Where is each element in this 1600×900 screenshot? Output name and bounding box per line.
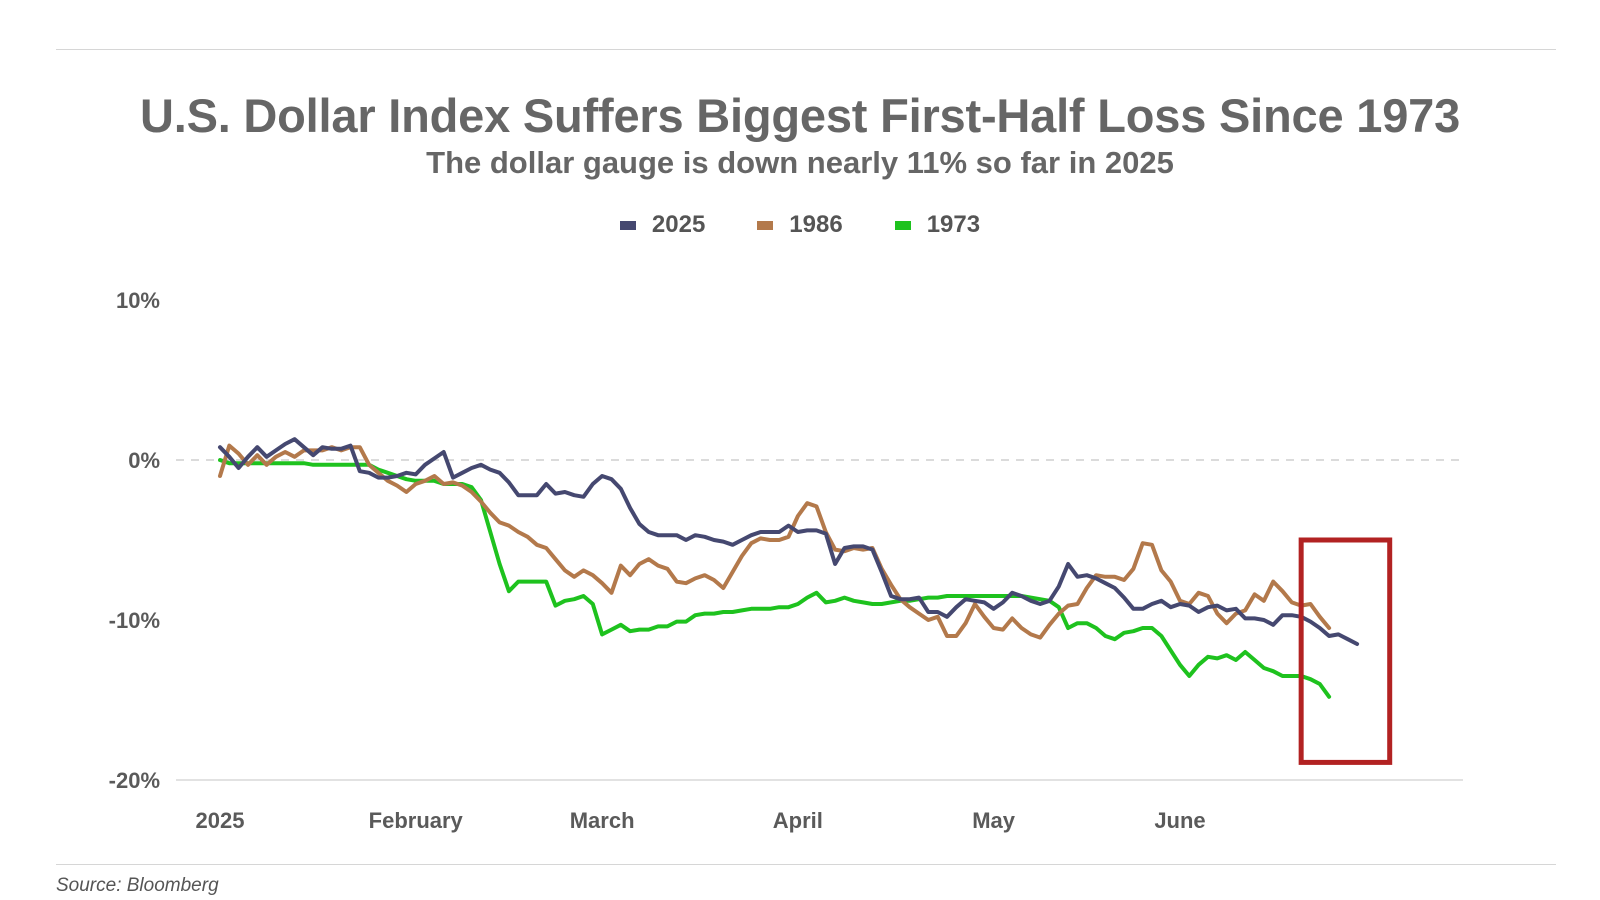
y-tick-label: 0% [128, 448, 160, 473]
legend-swatch-1973 [894, 220, 911, 230]
series-line-2025 [218, 437, 1360, 646]
source-note: Source: Bloomberg [56, 875, 219, 896]
x-tick-label: 2025 [196, 808, 245, 833]
series-line-1986 [218, 443, 1332, 640]
y-tick-label: -10% [109, 608, 160, 633]
legend-swatch-2025 [619, 220, 636, 230]
x-tick-label: June [1154, 808, 1205, 833]
x-tick-label: May [972, 808, 1016, 833]
top-divider [56, 49, 1556, 50]
y-axis-ticks: 10% 0% -10% -20% [109, 288, 160, 793]
series-line-1973 [218, 458, 1332, 699]
legend-label-1986: 1986 [789, 211, 843, 238]
x-tick-label: March [570, 808, 635, 833]
legend-label-2025: 2025 [651, 211, 706, 238]
chart-subtitle: The dollar gauge is down nearly 11% so f… [426, 145, 1174, 180]
legend-item-1973: 1973 [894, 211, 981, 239]
legend-swatch-1986 [757, 220, 774, 230]
y-tick-label: 10% [116, 288, 160, 313]
bottom-divider [56, 864, 1556, 865]
y-tick-label: -20% [109, 768, 160, 793]
x-tick-label: February [369, 808, 464, 833]
legend-item-1986: 1986 [757, 211, 843, 239]
x-tick-label: April [773, 808, 823, 833]
series-lines [218, 437, 1360, 699]
legend-item-2025: 2025 [619, 211, 706, 239]
chart-legend: 2025 1986 1973 [0, 211, 1600, 239]
highlight-box [1298, 537, 1393, 765]
x-axis-ticks: 2025 February March April May June [196, 808, 1206, 833]
chart-title: U.S. Dollar Index Suffers Biggest First-… [139, 89, 1461, 142]
legend-label-1973: 1973 [926, 211, 981, 238]
